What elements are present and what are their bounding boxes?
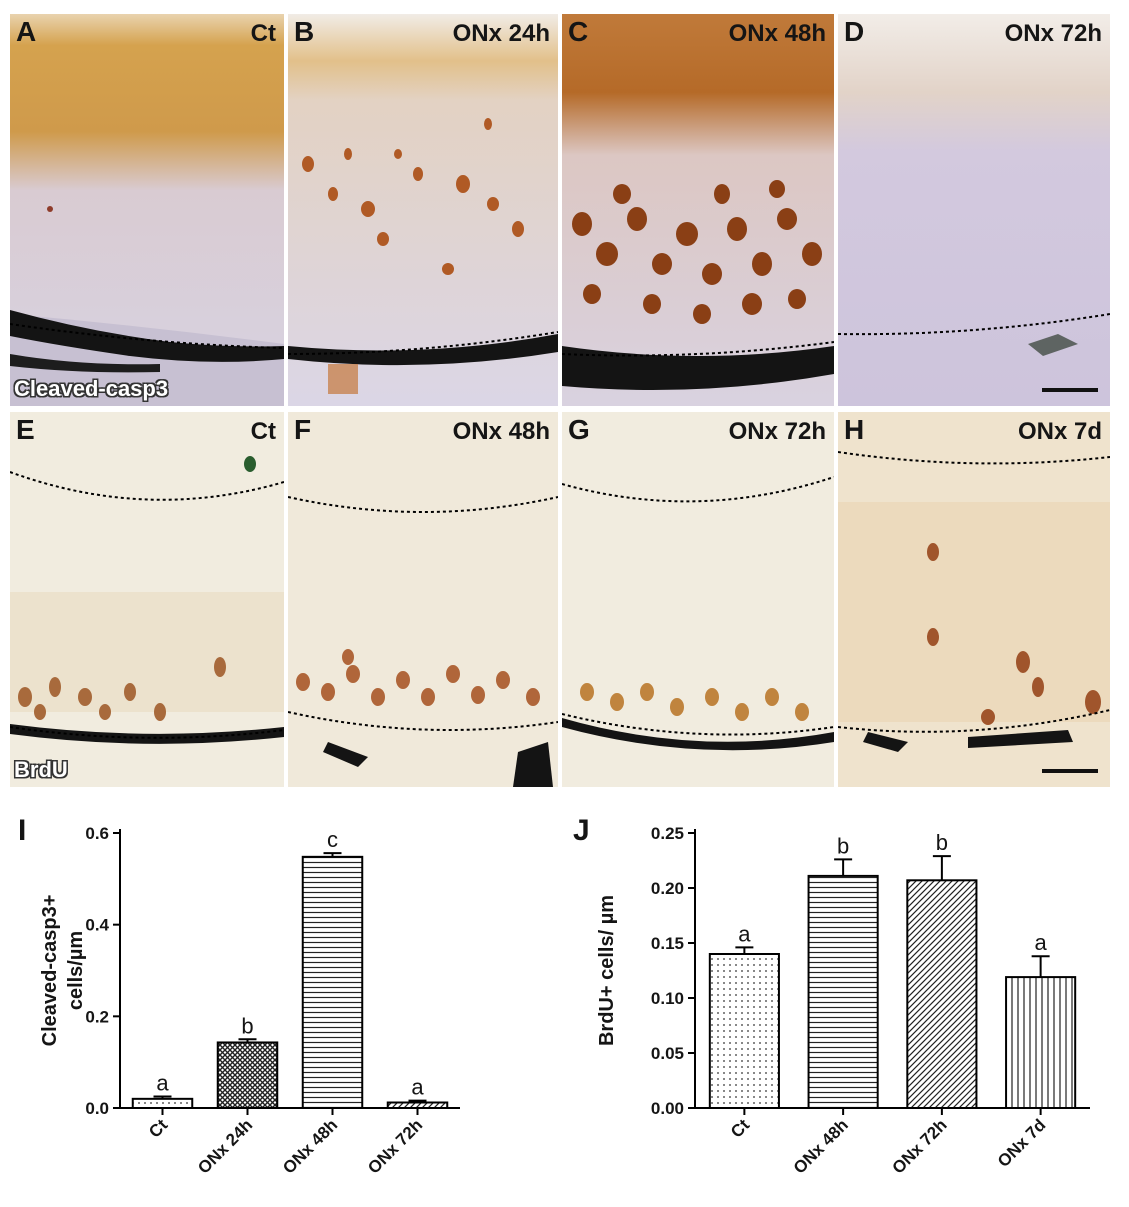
panel-condition-g: ONx 72h: [728, 418, 826, 445]
chart-i-panel-letter: I: [18, 814, 26, 847]
micrograph-b-image: [288, 14, 558, 406]
significance-letter-1: a: [738, 921, 751, 946]
category-label-2: ONx 24h: [194, 1115, 256, 1177]
panel-letter-g: G: [568, 414, 590, 445]
panel-letter-c: C: [568, 16, 589, 47]
micrograph-panel-b: B ONx 24h: [288, 14, 558, 406]
micrograph-g-image: [562, 412, 834, 787]
y-tick-label: 0.10: [651, 989, 684, 1008]
stain-label-casp3: Cleaved-casp3: [14, 376, 169, 401]
panel-letter-d: D: [844, 16, 865, 47]
bar-2: [216, 1041, 279, 1109]
significance-letter-4: a: [411, 1075, 424, 1100]
micrograph-panel-g: G ONx 72h: [562, 412, 834, 787]
y-axis-label-line2: cells/µm: [65, 931, 87, 1010]
bar-3: [906, 879, 978, 1109]
category-label-1: Ct: [727, 1115, 753, 1141]
bar-1: [708, 953, 780, 1109]
micrograph-e-image: [10, 412, 284, 787]
scale-bar-bottom: [1042, 769, 1098, 773]
panel-letter-b: B: [294, 16, 315, 47]
micrograph-panel-a: A Ct Cleaved-casp3: [10, 14, 284, 406]
y-tick-label: 0.20: [651, 879, 684, 898]
y-tick-label: 0.05: [651, 1044, 684, 1063]
micrograph-c-image: [562, 14, 834, 406]
category-label-3: ONx 48h: [279, 1115, 341, 1177]
panel-condition-e: Ct: [250, 418, 276, 445]
bar-1: [131, 1097, 194, 1110]
significance-letter-2: b: [241, 1013, 253, 1038]
panel-letter-h: H: [844, 414, 865, 445]
significance-letter-2: b: [837, 833, 849, 858]
chart-j: J 0.00 0.05 0.10 0.15 0.20 0.25 BrdU+ cells/ µ…: [573, 814, 1090, 1178]
category-label-1: Ct: [145, 1115, 171, 1141]
micrograph-panel-e: E Ct BrdU: [10, 412, 284, 787]
micrograph-panel-c: C ONx 48h: [562, 14, 834, 406]
category-label-2: ONx 48h: [790, 1115, 852, 1177]
micrograph-f-image: [288, 412, 558, 787]
scale-bar-top: [1042, 388, 1098, 392]
panel-condition-f: ONx 48h: [452, 418, 550, 445]
panel-letter-f: F: [294, 414, 312, 445]
micrograph-d-image: [838, 14, 1110, 406]
y-tick-label: 0.00: [651, 1099, 684, 1118]
y-tick-label: 0.15: [651, 934, 684, 953]
panel-condition-a: Ct: [250, 20, 276, 47]
panel-condition-h: ONx 7d: [1017, 418, 1102, 445]
micrograph-h-image: [838, 412, 1110, 787]
bar-3: [301, 855, 364, 1110]
category-label-3: ONx 72h: [888, 1115, 950, 1177]
micrograph-panel-f: F ONx 48h: [288, 412, 558, 787]
y-tick-label: 0.6: [85, 824, 109, 843]
category-label-4: ONx 7d: [994, 1115, 1050, 1171]
panel-letter-a: A: [16, 16, 37, 47]
y-axis-label: BrdU+ cells/ µm: [596, 895, 618, 1046]
significance-letter-1: a: [156, 1071, 169, 1096]
bar-4: [1005, 976, 1077, 1109]
panel-condition-b: ONx 24h: [452, 20, 550, 47]
y-tick-label: 0.4: [85, 916, 109, 935]
y-tick-label: 0.25: [651, 824, 684, 843]
micrograph-a-image: [10, 14, 284, 406]
category-label-4: ONx 72h: [364, 1115, 426, 1177]
significance-letter-4: a: [1035, 930, 1048, 955]
panel-condition-d: ONx 72h: [1004, 20, 1102, 47]
y-axis-label: Cleaved-casp3+: [39, 895, 61, 1047]
y-tick-label: 0.0: [85, 1099, 109, 1118]
chart-j-panel-letter: J: [573, 814, 590, 847]
chart-i: I 0.0 0.2 0.4 0.6 Cleaved-casp3+ cells/µm a Ct b…: [18, 814, 460, 1178]
significance-letter-3: c: [327, 827, 338, 852]
significance-letter-3: b: [936, 830, 948, 855]
micrograph-panel-h: H ONx 7d: [838, 412, 1110, 787]
y-tick-label: 0.2: [85, 1007, 109, 1026]
bar-4: [386, 1101, 449, 1109]
micrograph-panel-d: D ONx 72h: [838, 14, 1110, 406]
panel-letter-e: E: [16, 414, 35, 445]
stain-label-brdu: BrdU: [14, 757, 68, 782]
panel-condition-c: ONx 48h: [728, 20, 826, 47]
bar-2: [807, 874, 879, 1110]
